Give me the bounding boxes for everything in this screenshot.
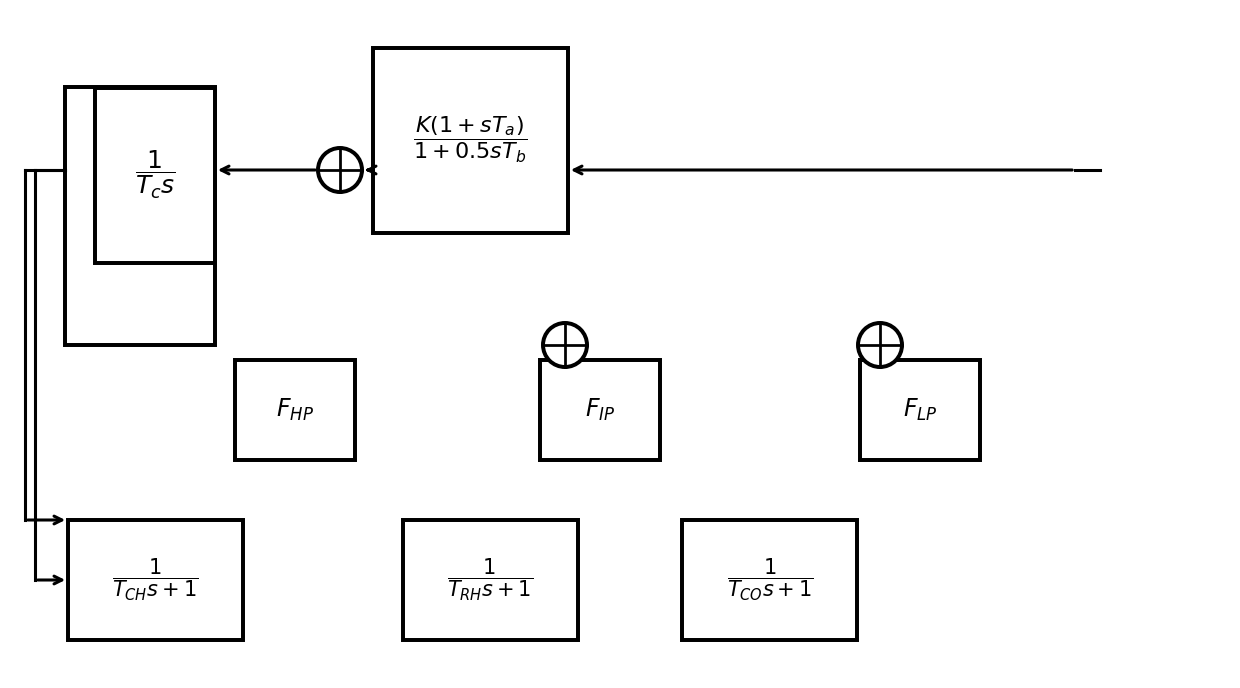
Bar: [67, 520, 243, 640]
Text: $\dfrac{1}{T_c s}$: $\dfrac{1}{T_c s}$: [135, 149, 175, 201]
Text: $\dfrac{1}{T_{RH}s+1}$: $\dfrac{1}{T_{RH}s+1}$: [446, 557, 533, 603]
Bar: [64, 87, 215, 345]
Bar: [403, 520, 578, 640]
Bar: [95, 87, 215, 263]
Circle shape: [858, 323, 901, 367]
Text: $F_{IP}$: $F_{IP}$: [585, 397, 615, 423]
Bar: [682, 520, 858, 640]
Bar: [861, 360, 980, 460]
Text: $\dfrac{K(1+sT_a)}{1+0.5sT_b}$: $\dfrac{K(1+sT_a)}{1+0.5sT_b}$: [413, 115, 527, 165]
Text: $F_{LP}$: $F_{LP}$: [903, 397, 937, 423]
Bar: [372, 47, 568, 233]
Text: $F_{HP}$: $F_{HP}$: [277, 397, 314, 423]
Bar: [236, 360, 355, 460]
Bar: [539, 360, 660, 460]
Circle shape: [317, 148, 362, 192]
Text: $\dfrac{1}{T_{CO}s+1}$: $\dfrac{1}{T_{CO}s+1}$: [727, 557, 813, 603]
Circle shape: [543, 323, 587, 367]
Text: $\dfrac{1}{T_{CH}s+1}$: $\dfrac{1}{T_{CH}s+1}$: [112, 557, 198, 603]
